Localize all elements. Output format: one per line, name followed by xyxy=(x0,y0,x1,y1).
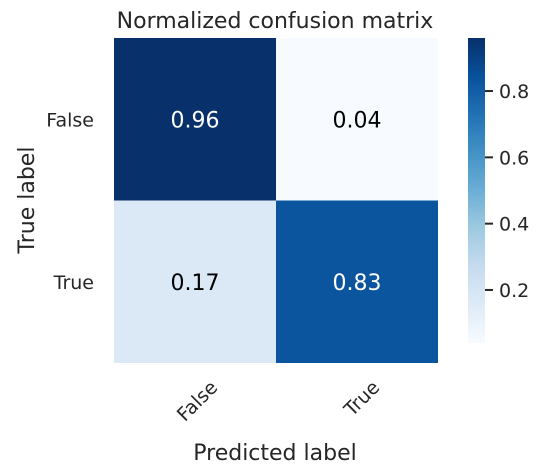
x-tick-label: False xyxy=(173,377,222,426)
heatmap-cell-labels: 0.96 0.04 0.17 0.83 xyxy=(171,108,382,296)
y-axis-label: True label xyxy=(15,147,40,255)
y-tick-labels: False True xyxy=(46,109,94,294)
y-tick-label: True xyxy=(53,272,94,294)
colorbar xyxy=(468,38,485,343)
cell-value-label: 0.04 xyxy=(333,108,382,133)
x-tick-labels: False True xyxy=(173,377,384,426)
x-tick-label: True xyxy=(339,377,384,422)
y-tick-label: False xyxy=(46,109,94,131)
colorbar-tick-label: 0.6 xyxy=(499,147,529,169)
cell-value-label: 0.17 xyxy=(171,271,220,296)
colorbar-tick-label: 0.2 xyxy=(499,280,529,302)
colorbar-tick-label: 0.8 xyxy=(499,81,529,103)
heatmap-cells xyxy=(114,38,438,363)
colorbar-tick-label: 0.4 xyxy=(499,214,529,236)
colorbar-ticks: 0.2 0.4 0.6 0.8 xyxy=(485,81,529,302)
x-axis-label: Predicted label xyxy=(193,441,356,466)
chart-title: Normalized confusion matrix xyxy=(117,9,434,34)
cell-value-label: 0.96 xyxy=(171,108,220,133)
heatmap-cell xyxy=(276,200,438,363)
heatmap-cell xyxy=(276,38,438,201)
heatmap-cell xyxy=(114,38,276,201)
cell-value-label: 0.83 xyxy=(333,271,382,296)
heatmap-cell xyxy=(114,200,276,363)
